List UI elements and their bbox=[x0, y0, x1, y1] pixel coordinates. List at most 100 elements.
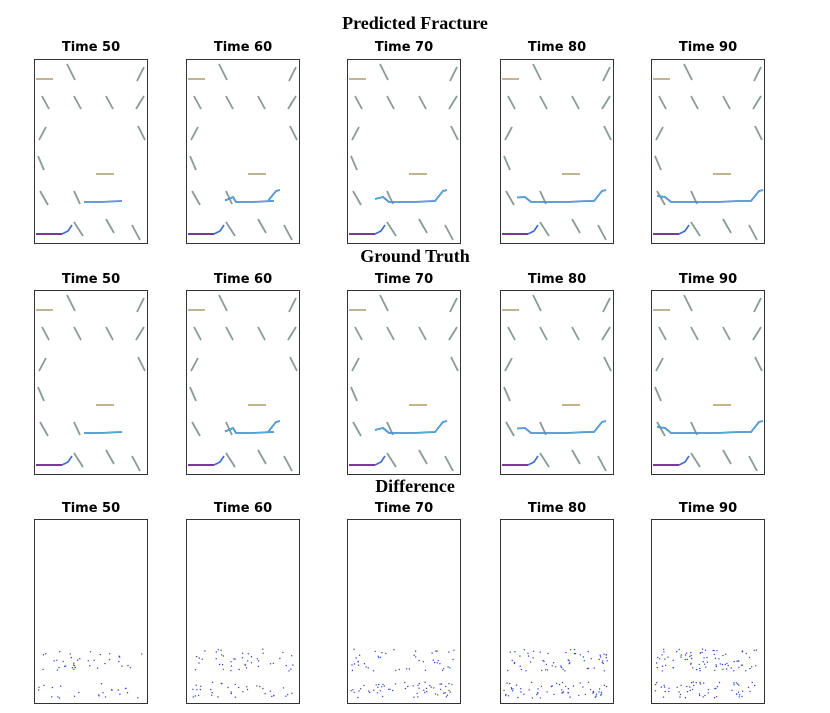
difference-point bbox=[195, 684, 197, 686]
difference-point bbox=[439, 683, 441, 685]
difference-point bbox=[440, 683, 443, 685]
difference-point bbox=[290, 668, 292, 670]
preexisting-fracture bbox=[191, 190, 201, 206]
difference-point bbox=[220, 654, 223, 656]
difference-point bbox=[363, 663, 366, 665]
difference-point bbox=[715, 665, 717, 668]
difference-point bbox=[201, 658, 203, 660]
preexisting-fracture bbox=[418, 218, 428, 234]
preexisting-fracture bbox=[137, 125, 146, 141]
difference-point bbox=[358, 690, 360, 692]
difference-point bbox=[520, 688, 522, 690]
difference-point bbox=[719, 663, 721, 665]
difference-point bbox=[426, 690, 428, 693]
difference-point bbox=[227, 686, 229, 689]
preexisting-fracture bbox=[539, 326, 548, 341]
difference-point bbox=[452, 658, 454, 661]
propagated-fracture bbox=[213, 455, 225, 466]
difference-point bbox=[738, 660, 740, 662]
difference-point bbox=[222, 668, 224, 670]
difference-point bbox=[439, 688, 442, 691]
difference-point bbox=[398, 668, 400, 671]
difference-point bbox=[234, 696, 237, 698]
difference-point bbox=[73, 665, 76, 667]
difference-point bbox=[690, 654, 692, 657]
difference-point bbox=[404, 681, 406, 684]
difference-point bbox=[517, 696, 519, 699]
difference-point bbox=[444, 692, 446, 694]
difference-point bbox=[753, 649, 755, 652]
panel-frame bbox=[34, 290, 148, 475]
difference-point bbox=[515, 684, 518, 686]
panel-title: Time 50 bbox=[61, 272, 121, 287]
difference-point bbox=[211, 681, 214, 683]
preexisting-fracture bbox=[189, 155, 197, 171]
difference-point bbox=[509, 682, 511, 685]
prediction-panel bbox=[34, 59, 148, 244]
difference-point bbox=[382, 683, 384, 686]
difference-point bbox=[211, 694, 213, 696]
difference-point bbox=[230, 691, 232, 693]
difference-point bbox=[291, 692, 293, 694]
difference-point bbox=[285, 664, 287, 667]
section-title-difference: Difference bbox=[375, 476, 455, 496]
difference-point bbox=[662, 696, 665, 698]
preexisting-fracture bbox=[656, 190, 666, 206]
difference-point bbox=[385, 652, 387, 655]
difference-point bbox=[250, 662, 253, 664]
difference-point bbox=[587, 650, 589, 653]
ground-truth-panel bbox=[500, 290, 614, 475]
difference-point bbox=[751, 666, 753, 668]
preexisting-fracture bbox=[105, 218, 115, 234]
difference-point bbox=[583, 660, 585, 662]
preexisting-fracture bbox=[73, 421, 81, 436]
preexisting-fracture bbox=[690, 221, 701, 237]
panel-frame bbox=[651, 290, 765, 475]
difference-point bbox=[565, 685, 567, 688]
difference-point bbox=[594, 696, 596, 698]
preexisting-fracture bbox=[354, 326, 363, 341]
difference-point bbox=[523, 693, 525, 695]
difference-point bbox=[589, 689, 592, 691]
difference-point bbox=[514, 651, 516, 653]
difference-point bbox=[684, 654, 687, 656]
difference-point bbox=[119, 693, 121, 695]
difference-point bbox=[217, 649, 219, 651]
difference-point bbox=[63, 665, 66, 668]
difference-point bbox=[741, 695, 743, 698]
difference-point bbox=[749, 667, 751, 670]
difference-point bbox=[605, 685, 608, 688]
difference-point bbox=[593, 691, 595, 693]
preexisting-fracture bbox=[449, 297, 458, 313]
difference-point bbox=[736, 660, 738, 662]
difference-point bbox=[731, 689, 733, 691]
preexisting-fracture bbox=[655, 357, 664, 372]
difference-point bbox=[545, 669, 547, 671]
section-title-ground-truth: Ground Truth bbox=[360, 246, 470, 266]
difference-point bbox=[605, 657, 607, 659]
preexisting-fracture bbox=[39, 421, 49, 437]
preexisting-fracture bbox=[135, 95, 145, 110]
difference-point bbox=[600, 691, 603, 693]
preexisting-fracture bbox=[386, 221, 397, 237]
propagated-fracture-highlight bbox=[516, 420, 607, 434]
ground-truth-panel bbox=[651, 290, 765, 475]
difference-point bbox=[439, 663, 441, 665]
difference-point bbox=[378, 657, 380, 659]
preexisting-fracture bbox=[131, 455, 141, 472]
difference-point bbox=[121, 665, 123, 667]
difference-point bbox=[413, 696, 415, 698]
difference-point bbox=[448, 689, 450, 692]
panel-frame bbox=[500, 59, 614, 244]
difference-point bbox=[38, 686, 40, 688]
difference-point bbox=[510, 688, 513, 690]
preexisting-fracture bbox=[532, 63, 542, 81]
difference-point bbox=[436, 662, 438, 664]
difference-point bbox=[668, 687, 670, 689]
preexisting-fracture bbox=[690, 452, 701, 468]
difference-point bbox=[680, 654, 682, 656]
preexisting-fracture bbox=[288, 66, 297, 82]
difference-point bbox=[553, 693, 555, 696]
difference-point bbox=[56, 669, 59, 671]
difference-point bbox=[686, 658, 688, 661]
